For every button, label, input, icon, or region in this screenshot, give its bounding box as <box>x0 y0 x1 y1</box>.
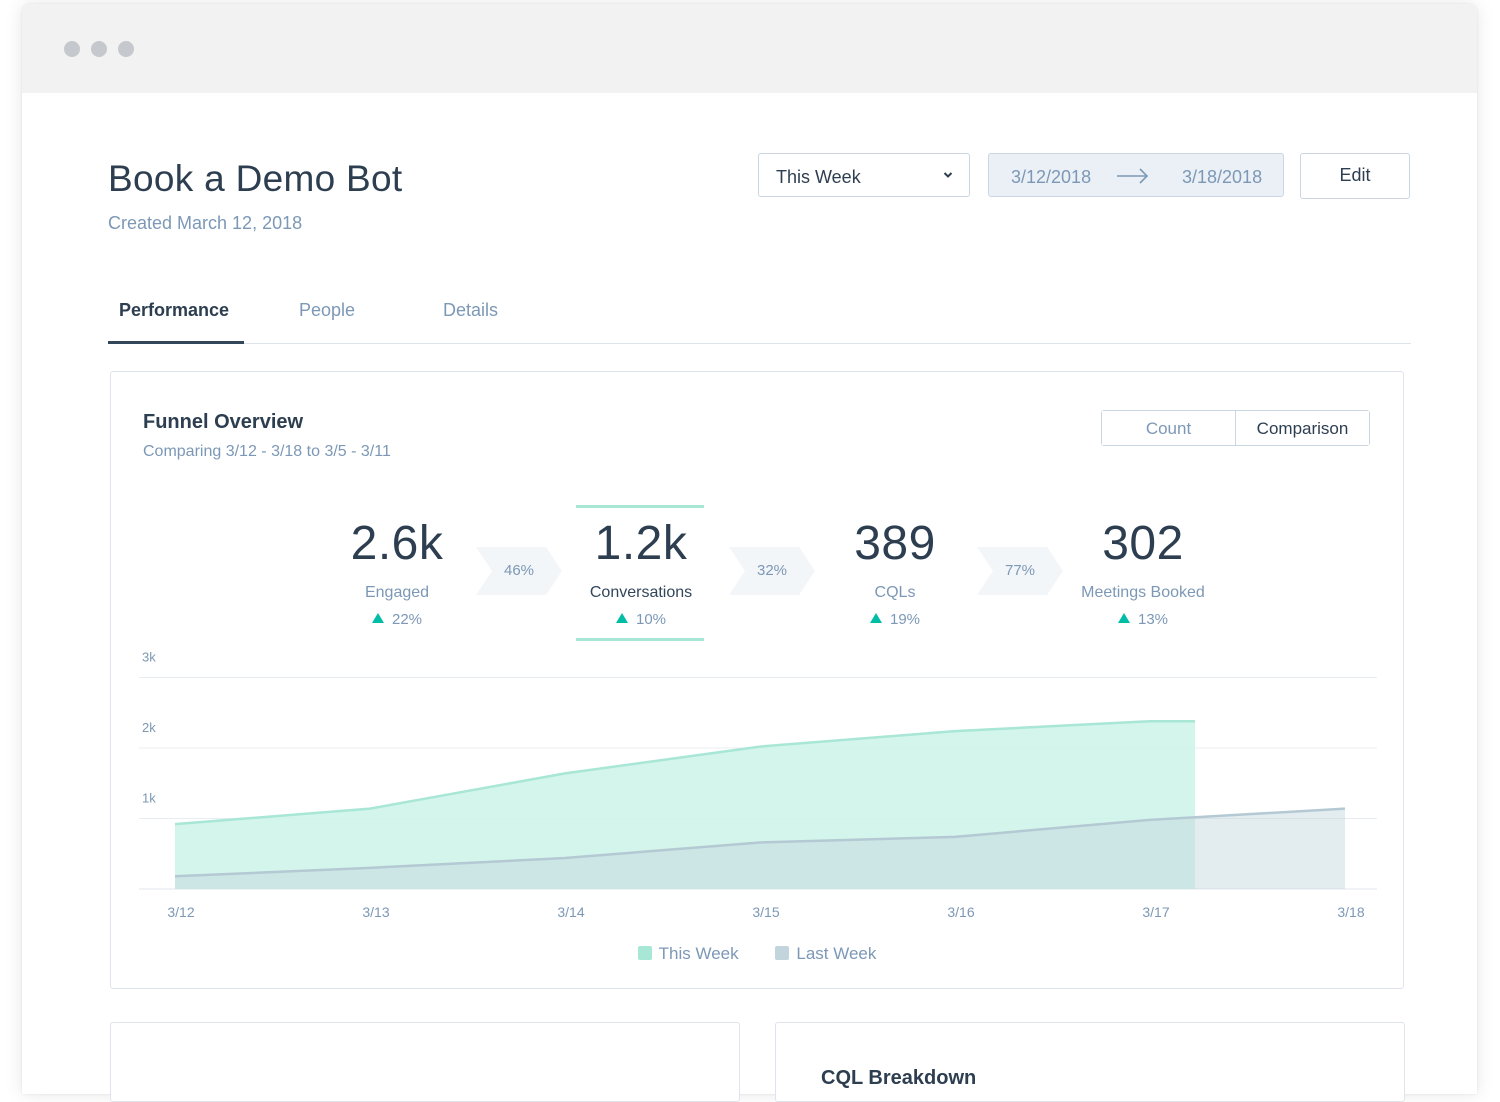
window-maximize-dot[interactable] <box>118 41 134 57</box>
conversion-rate-value: 77% <box>1004 562 1036 579</box>
legend-item-this-week[interactable]: This Week <box>637 944 739 964</box>
metric-value: 302 <box>1102 517 1184 570</box>
chevron-arrow-shape <box>729 547 815 595</box>
y-tick-label: 1k <box>142 791 156 806</box>
chart-legend: This Week Last Week <box>111 944 1403 964</box>
toggle-comparison[interactable]: Comparison <box>1236 411 1369 445</box>
x-tick-label: 3/17 <box>1142 904 1169 920</box>
legend-label: This Week <box>658 944 739 963</box>
x-tick-label: 3/14 <box>557 904 584 920</box>
selected-metric-bottom-border <box>576 638 704 641</box>
metric-value: 1.2k <box>594 517 688 570</box>
date-end[interactable]: 3/18/2018 <box>1182 167 1263 187</box>
bottom-left-card <box>110 1022 740 1102</box>
conversion-rate-3: 77% <box>977 547 1067 595</box>
card-title: Funnel Overview <box>143 411 304 433</box>
metric-change-value: 10% <box>635 611 667 628</box>
date-start[interactable]: 3/12/2018 <box>1011 167 1092 187</box>
window-close-dot[interactable] <box>64 41 80 57</box>
x-tick-label: 3/15 <box>752 904 779 920</box>
tab-bar: Performance People Details <box>108 287 1411 344</box>
window-minimize-dot[interactable] <box>91 41 107 57</box>
tab-performance[interactable]: Performance <box>119 300 230 320</box>
funnel-area-chart: 1k 2k 3k 3/12 3/13 3/14 3/15 3/16 3/17 3/18 <box>139 650 1377 920</box>
metric-meetings-booked[interactable]: 302 Meetings Booked 13% <box>1058 516 1228 628</box>
x-tick-label: 3/13 <box>362 904 389 920</box>
triangle-up-icon <box>1117 613 1130 623</box>
metric-label: CQLs <box>874 584 916 601</box>
legend-swatch <box>637 946 652 960</box>
cql-breakdown-title: CQL Breakdown <box>821 1067 977 1089</box>
legend-item-last-week[interactable]: Last Week <box>775 944 876 964</box>
chevron-down-icon <box>943 172 953 178</box>
series-this-week-area <box>175 721 1195 889</box>
count-comparison-toggle: Count Comparison <box>1101 410 1370 446</box>
metric-change-value: 22% <box>391 611 423 628</box>
date-range-picker[interactable]: 3/12/2018 3/18/2018 <box>988 153 1284 197</box>
tab-people[interactable]: People <box>299 300 356 320</box>
date-range-select-value: This Week <box>776 167 861 187</box>
arrow-right-icon <box>1117 168 1149 184</box>
metric-value: 2.6k <box>350 517 444 570</box>
selected-metric-top-border <box>576 505 704 508</box>
toggle-count[interactable]: Count <box>1102 411 1236 445</box>
edit-button[interactable]: Edit <box>1300 153 1410 199</box>
metric-value: 389 <box>854 517 936 570</box>
metric-label: Engaged <box>364 584 430 601</box>
legend-label: Last Week <box>796 944 877 963</box>
triangle-up-icon <box>371 613 384 623</box>
window-titlebar <box>22 4 1477 93</box>
y-tick-label: 2k <box>142 720 156 735</box>
bottom-right-card: CQL Breakdown <box>775 1022 1405 1102</box>
legend-swatch <box>775 946 790 960</box>
conversion-rate-value: 32% <box>756 562 788 579</box>
metric-change-value: 19% <box>889 611 921 628</box>
series-last-week-line <box>174 807 1346 878</box>
metric-change: 10% <box>556 611 726 628</box>
metric-change: 19% <box>810 611 980 628</box>
metric-label: Conversations <box>589 584 693 601</box>
card-subtitle: Comparing 3/12 - 3/18 to 3/5 - 3/11 <box>143 443 391 460</box>
tab-details[interactable]: Details <box>443 300 499 320</box>
conversion-rate-1: 46% <box>476 547 566 595</box>
date-range-select[interactable]: This Week <box>758 153 970 197</box>
x-tick-label: 3/18 <box>1337 904 1364 920</box>
x-tick-label: 3/12 <box>167 904 194 920</box>
page-title: Book a Demo Bot <box>108 158 403 199</box>
metric-change: 22% <box>312 611 482 628</box>
triangle-up-icon <box>869 613 882 623</box>
active-tab-indicator <box>108 341 244 344</box>
metric-change: 13% <box>1058 611 1228 628</box>
series-this-week-line <box>174 719 1195 826</box>
metric-cqls[interactable]: 389 CQLs 19% <box>810 516 980 628</box>
conversion-rate-2: 32% <box>729 547 819 595</box>
chevron-arrow-shape <box>977 547 1063 595</box>
funnel-overview-card: Funnel Overview Comparing 3/12 - 3/18 to… <box>110 371 1404 989</box>
conversion-rate-value: 46% <box>503 562 535 579</box>
metric-engaged[interactable]: 2.6k Engaged 22% <box>312 516 482 628</box>
metric-label: Meetings Booked <box>1081 584 1205 601</box>
triangle-up-icon <box>615 613 628 623</box>
metric-conversions[interactable]: 1.2k Conversations 10% <box>556 516 726 628</box>
chevron-arrow-shape <box>476 547 562 595</box>
y-tick-label: 3k <box>142 650 156 665</box>
page-subtitle: Created March 12, 2018 <box>108 213 303 233</box>
metric-change-value: 13% <box>1137 611 1169 628</box>
x-tick-label: 3/16 <box>947 904 974 920</box>
